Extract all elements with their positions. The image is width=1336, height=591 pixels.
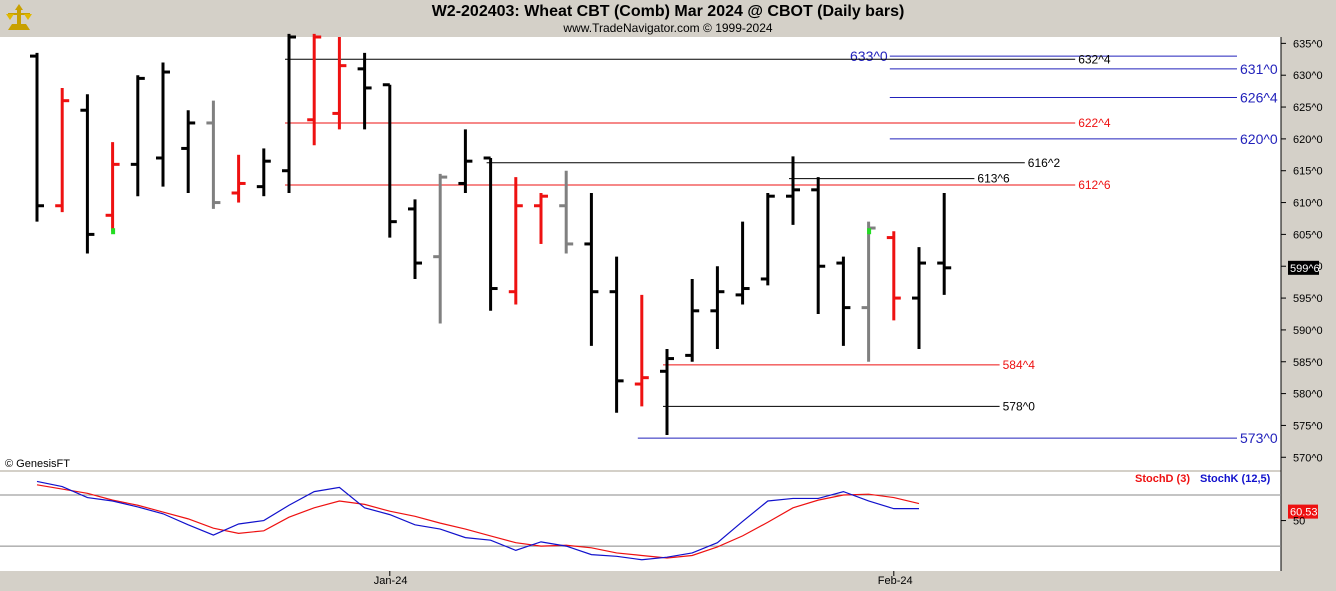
ohlc-bar: [206, 100, 221, 209]
price-tick-label: 620^0: [1293, 134, 1323, 146]
ohlc-bar: [861, 221, 876, 362]
ohlc-bar: [357, 52, 372, 130]
watermark: © GenesisFT: [5, 458, 70, 470]
ohlc-bars: [30, 33, 952, 435]
price-axis: 570^0575^0580^0585^0590^0595^0600^0605^0…: [1281, 38, 1323, 464]
ohlc-bar: [760, 193, 775, 286]
trade-navigator-logo: [2, 2, 36, 34]
stoch-current-box: [1288, 504, 1318, 519]
level-label: 626^4: [1240, 89, 1278, 105]
stoch-current-label: 60.53: [1290, 507, 1318, 519]
ohlc-bar: [433, 173, 448, 324]
level-label: 613^6: [977, 172, 1010, 186]
ohlc-bar: [508, 177, 523, 305]
price-tick-label: 625^0: [1293, 102, 1323, 114]
ohlc-bar: [886, 231, 901, 321]
ohlc-bar: [836, 256, 851, 346]
ohlc-bar: [811, 177, 826, 314]
stoch-d-line: [36, 484, 920, 559]
level-label: 632^4: [1078, 52, 1111, 66]
price-tick-label: 595^0: [1293, 293, 1323, 305]
ohlc-bar: [458, 129, 473, 194]
level-label: 616^2: [1028, 156, 1061, 170]
date-tick-label: Jan-24: [374, 575, 408, 587]
price-tick-label: 615^0: [1293, 166, 1323, 178]
ohlc-bar: [534, 193, 548, 244]
stoch-d-legend: StochD (3): [1135, 473, 1190, 485]
date-tick-label: Feb-24: [878, 575, 913, 587]
ohlc-bar: [660, 349, 674, 435]
ohlc-bar: [408, 199, 422, 279]
level-label: 620^0: [1240, 131, 1278, 147]
ohlc-bar: [634, 294, 649, 407]
price-tick-label: 575^0: [1293, 420, 1323, 432]
chart-header: W2-202403: Wheat CBT (Comb) Mar 2024 @ C…: [0, 0, 1336, 37]
ohlc-bar: [307, 33, 322, 146]
ohlc-bar: [80, 94, 95, 254]
level-label: 584^4: [1003, 358, 1036, 372]
ohlc-bar: [156, 62, 170, 187]
price-tick-label: 630^0: [1293, 70, 1323, 82]
price-levels: 633^0 632^4 631^0 626^4 622^4 620^0 616^2 613^6…: [285, 48, 1278, 446]
chart-subtitle: www.TradeNavigator.com © 1999-2024: [563, 21, 773, 35]
price-tick-label: 570^0: [1293, 452, 1323, 464]
level-label: 578^0: [1003, 399, 1036, 413]
ohlc-bar: [30, 52, 44, 222]
ohlc-bar: [55, 87, 70, 213]
ohlc-bar: [710, 266, 725, 350]
date-axis: Jan-24 Feb-24: [374, 571, 913, 587]
level-label: 631^0: [1240, 61, 1278, 77]
last-price-box: [1288, 260, 1319, 275]
stoch-tick-label: 50: [1293, 516, 1305, 528]
ohlc-bar: [937, 193, 952, 295]
last-price-label: 599^6: [1288, 260, 1320, 275]
ohlc-bar: [559, 170, 574, 254]
price-tick-label: 635^0: [1293, 38, 1323, 50]
ohlc-bar: [332, 37, 347, 130]
last-price-text: 599^6: [1290, 263, 1320, 275]
price-tick-label: 605^0: [1293, 229, 1323, 241]
ohlc-bar: [105, 142, 120, 232]
ohlc-bar: [282, 33, 296, 194]
ohlc-bar: [181, 110, 196, 194]
stoch-k-legend: StochK (12,5): [1200, 473, 1271, 485]
ohlc-bar: [584, 193, 599, 346]
ohlc-bar: [231, 154, 246, 203]
level-label: 622^4: [1078, 116, 1111, 130]
signal-marker: [111, 228, 116, 235]
ohlc-bar: [609, 256, 624, 413]
signal-markers: [111, 228, 872, 235]
signal-marker: [867, 228, 872, 235]
ohlc-bar: [483, 156, 498, 311]
ohlc-bar: [382, 83, 397, 238]
ohlc-bar: [912, 247, 926, 350]
level-label: 633^0: [850, 48, 888, 64]
price-tick-label: 585^0: [1293, 357, 1323, 369]
price-tick-label: 590^0: [1293, 325, 1323, 337]
price-tick-label: 580^0: [1293, 389, 1323, 401]
ohlc-bar: [786, 156, 800, 225]
stochastic-panel: [0, 472, 1281, 571]
ohlc-bar: [685, 278, 700, 362]
price-tick-label: 610^0: [1293, 198, 1323, 210]
chart-title: W2-202403: Wheat CBT (Comb) Mar 2024 @ C…: [431, 3, 905, 20]
ohlc-bar: [735, 221, 750, 305]
stoch-k-line: [36, 480, 919, 561]
ohlc-bar: [130, 75, 145, 197]
level-label: 612^6: [1078, 178, 1111, 192]
level-label: 573^0: [1240, 430, 1278, 446]
ohlc-bar: [256, 148, 271, 197]
